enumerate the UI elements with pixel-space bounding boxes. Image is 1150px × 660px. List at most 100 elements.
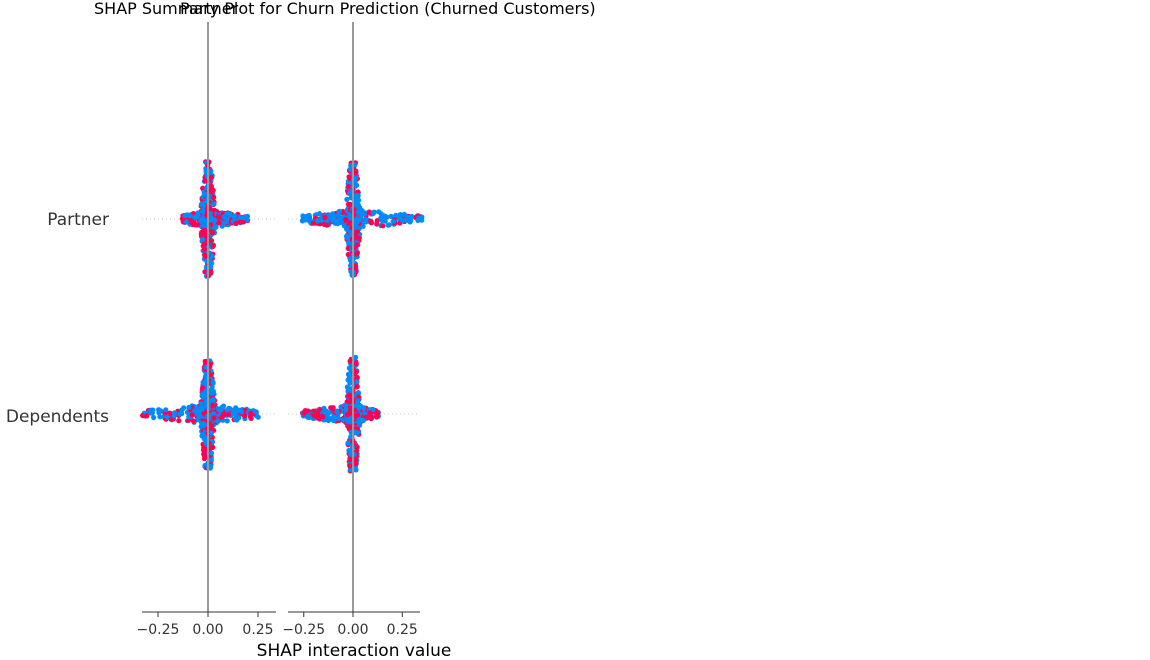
shap-point — [347, 387, 353, 394]
shap-point — [375, 410, 381, 416]
shap-point — [322, 214, 328, 220]
shap-point — [220, 403, 227, 409]
shap-point — [195, 210, 201, 216]
shap-point — [347, 166, 354, 172]
shap-point — [357, 209, 363, 216]
shap-point — [209, 384, 215, 390]
shap-point — [305, 216, 311, 222]
shap-point — [353, 354, 359, 360]
shap-point — [330, 211, 336, 217]
shap-point — [382, 213, 388, 219]
shap-point — [369, 414, 375, 420]
shap-point — [233, 410, 239, 417]
shap-point — [358, 403, 364, 409]
shap-point — [192, 215, 199, 221]
shap-point — [307, 414, 313, 420]
x-tick-label: −0.25 — [282, 622, 325, 638]
shap-point — [225, 407, 231, 413]
x-tick-label: 0.00 — [337, 622, 368, 638]
panel-partner-ticks: −0.25 0.00 0.25 — [137, 612, 274, 638]
shap-point — [315, 414, 321, 420]
shap-point — [211, 411, 217, 417]
feature-label-dependents: Dependents — [6, 407, 109, 427]
shap-point — [171, 413, 177, 419]
shap-point — [354, 250, 360, 256]
shap-point — [335, 415, 341, 421]
shap-point — [370, 406, 376, 413]
shap-point — [356, 235, 362, 241]
shap-point — [362, 216, 368, 222]
shap-point — [374, 218, 380, 224]
shap-point — [355, 202, 361, 208]
shap-point — [345, 251, 351, 258]
shap-point — [163, 407, 169, 413]
shap-point — [347, 394, 354, 400]
shap-point — [388, 213, 394, 219]
feature-label-partner: Partner — [47, 210, 109, 230]
shap-point — [378, 215, 384, 221]
shap-point — [201, 246, 208, 253]
shap-point — [212, 217, 218, 223]
x-tick-label: −0.25 — [137, 622, 180, 638]
shap-point — [208, 269, 214, 275]
shap-point — [354, 383, 360, 390]
shap-point — [186, 404, 192, 411]
shap-point — [252, 408, 258, 414]
shap-point — [331, 417, 337, 424]
shap-point — [376, 209, 382, 215]
shap-point — [299, 218, 305, 224]
shap-point — [347, 448, 353, 454]
shap-point — [201, 222, 207, 228]
shap-point — [190, 418, 197, 424]
shap-point — [385, 222, 391, 228]
shap-point — [218, 407, 224, 413]
shap-point — [225, 412, 232, 418]
shap-point — [320, 414, 326, 420]
shap-point — [210, 242, 216, 249]
shap-point — [232, 213, 238, 219]
shap-point — [403, 213, 409, 220]
shap-point — [215, 418, 221, 424]
shap-point — [354, 379, 360, 385]
shap-point — [182, 212, 188, 219]
shap-point — [344, 226, 350, 232]
shap-point — [208, 168, 214, 174]
shap-point — [144, 413, 150, 419]
shap-point — [200, 394, 206, 400]
shap-point — [210, 379, 216, 385]
shap-point — [208, 238, 215, 244]
panel-title: Partner — [180, 0, 239, 18]
shap-point — [355, 398, 361, 404]
x-axis-label: SHAP interaction value — [257, 641, 452, 660]
shap-point — [200, 385, 206, 391]
shap-point — [233, 220, 239, 226]
shap-point — [216, 220, 222, 226]
shap-point — [200, 236, 206, 243]
shap-point — [227, 211, 233, 217]
shap-point — [224, 418, 230, 424]
shap-point — [354, 229, 361, 235]
shap-point — [334, 408, 340, 414]
shap-point — [343, 216, 349, 223]
shap-point — [195, 222, 201, 228]
shap-point — [151, 414, 157, 421]
x-tick-label: 0.25 — [387, 622, 418, 638]
shap-point — [335, 212, 341, 218]
shap-point — [347, 463, 353, 469]
shap-point — [248, 415, 254, 421]
shap-point — [321, 405, 327, 411]
shap-point — [403, 217, 410, 223]
shap-point — [352, 263, 358, 269]
shap-point — [370, 210, 376, 216]
shap-point — [348, 398, 354, 404]
shap-point — [344, 412, 350, 418]
shap-point — [356, 197, 362, 203]
shap-point — [164, 414, 170, 420]
shap-point — [360, 223, 366, 229]
shap-point — [390, 218, 396, 224]
shap-point — [209, 253, 215, 259]
shap-point — [150, 407, 156, 413]
shap-point — [353, 460, 359, 466]
shap-point — [200, 433, 206, 439]
